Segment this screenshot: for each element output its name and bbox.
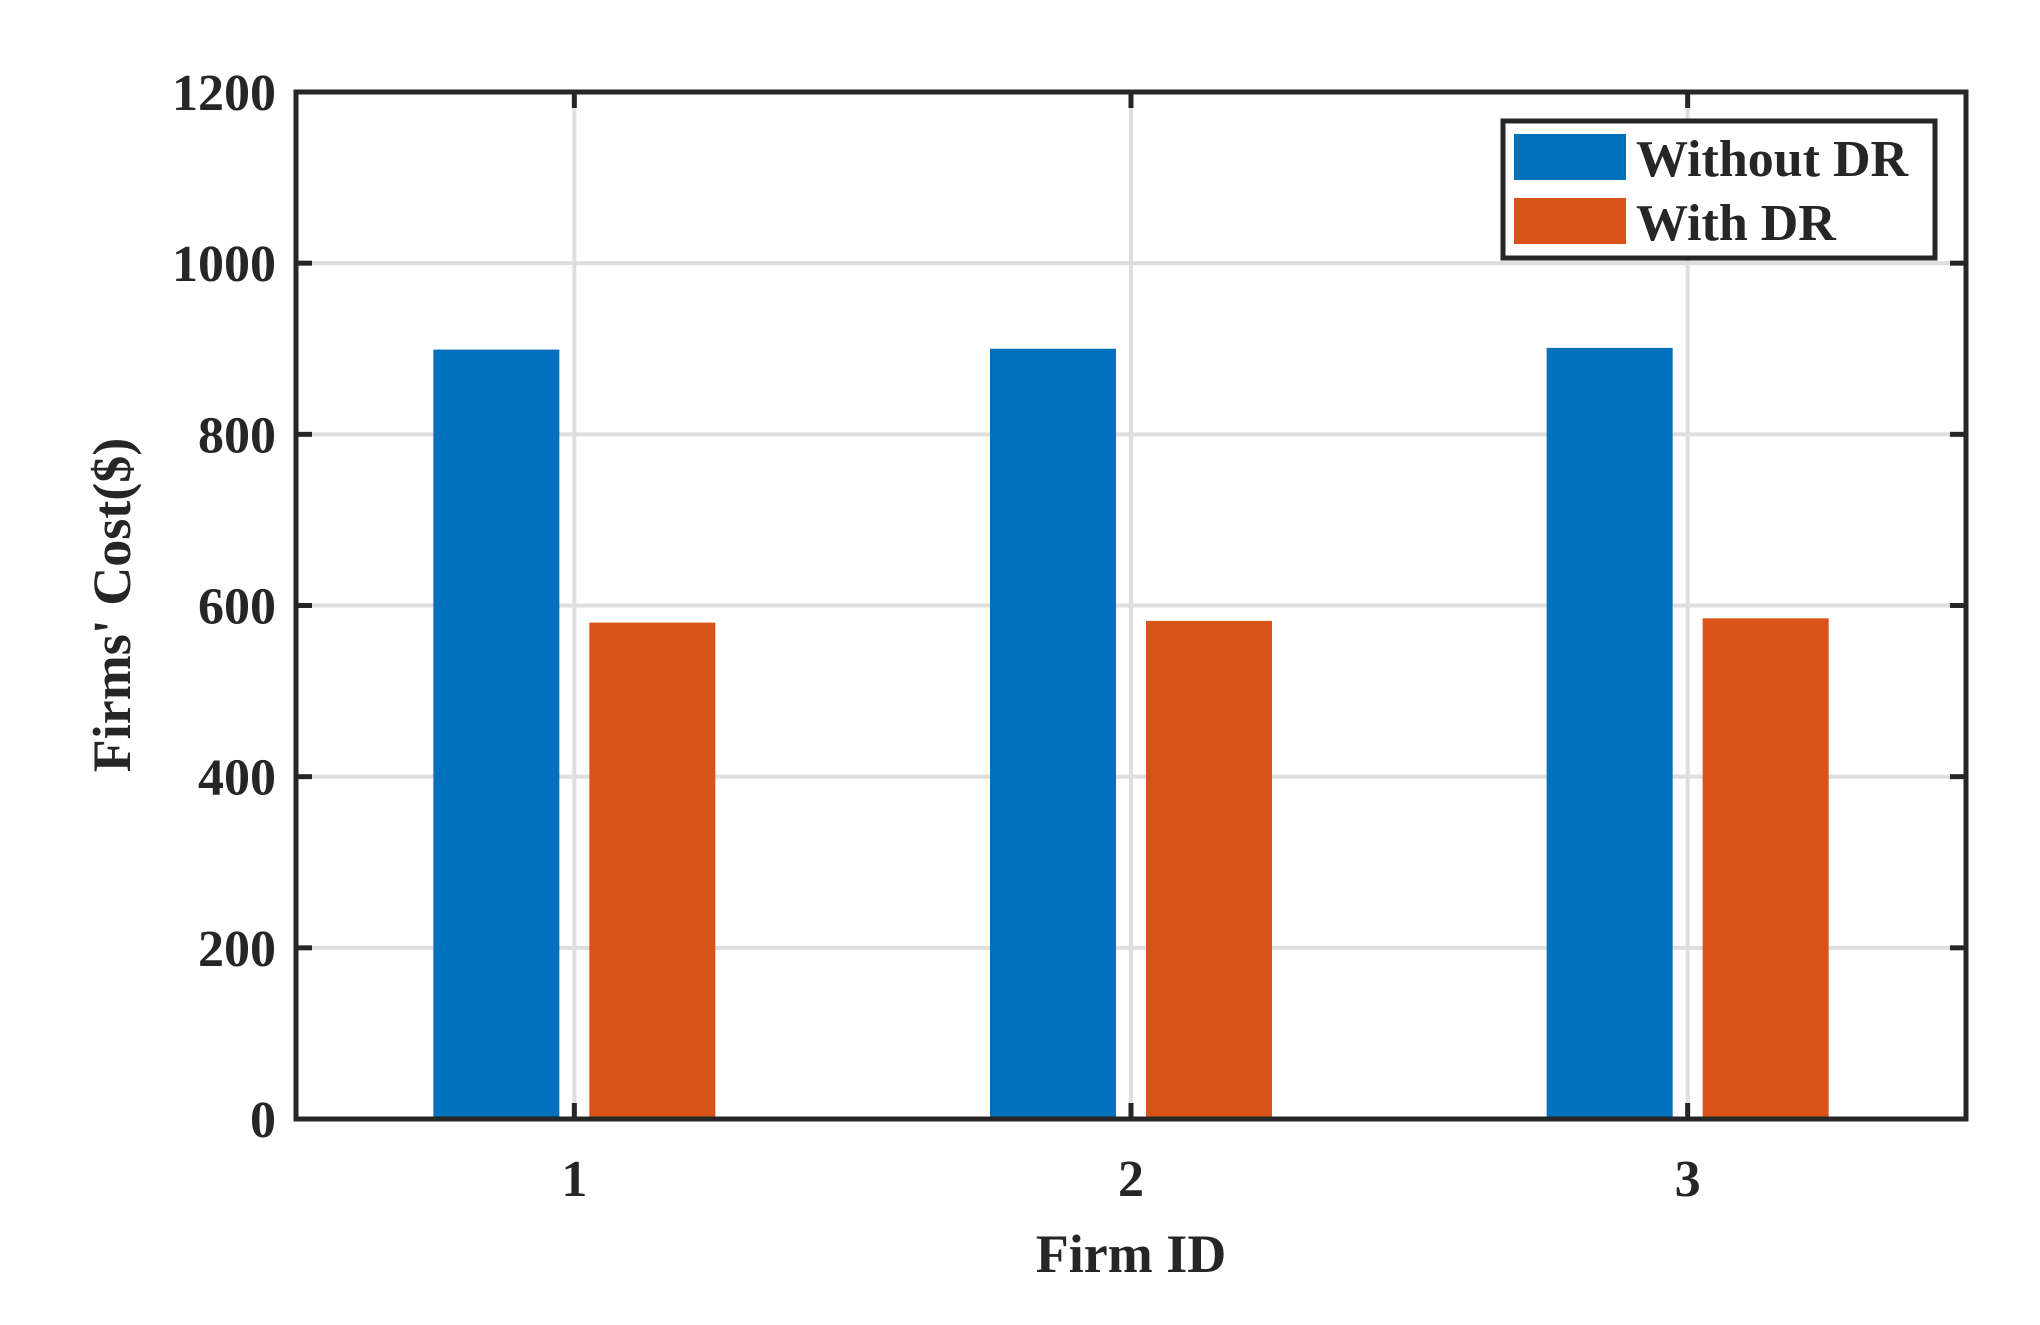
y-tick-label: 200: [198, 921, 276, 978]
x-tick-label: 2: [1118, 1151, 1144, 1208]
x-axis-label: Firm ID: [1036, 1224, 1226, 1284]
bar-with-dr: [589, 622, 716, 1119]
x-tick-labels: 1 2 3: [561, 1151, 1700, 1208]
y-tick-label: 800: [198, 407, 276, 464]
bars: [433, 347, 1829, 1119]
legend-swatch-without-dr: [1514, 134, 1626, 180]
y-tick-label: 1000: [172, 236, 276, 293]
bar-without-dr: [433, 349, 560, 1119]
legend-label-with-dr: With DR: [1636, 195, 1837, 252]
tick-marks: [296, 89, 1966, 1122]
x-tick-label: 1: [561, 1151, 587, 1208]
bar-with-dr: [1146, 620, 1272, 1119]
y-tick-label: 1200: [172, 65, 276, 122]
bar-with-dr: [1702, 618, 1829, 1119]
bar-without-dr: [1546, 347, 1673, 1119]
y-tick-labels: 0 200 400 600 800 1000 1200: [172, 65, 276, 1149]
y-tick-label: 0: [250, 1092, 276, 1149]
legend-swatch-with-dr: [1514, 198, 1626, 244]
x-tick-label: 3: [1675, 1151, 1701, 1208]
legend: Without DR With DR: [1500, 118, 1938, 261]
y-axis-label: Firms' Cost($): [82, 438, 142, 772]
y-tick-label: 600: [198, 579, 276, 636]
legend-label-without-dr: Without DR: [1636, 131, 1910, 188]
bar-without-dr: [990, 348, 1116, 1119]
y-tick-label: 400: [198, 750, 276, 807]
